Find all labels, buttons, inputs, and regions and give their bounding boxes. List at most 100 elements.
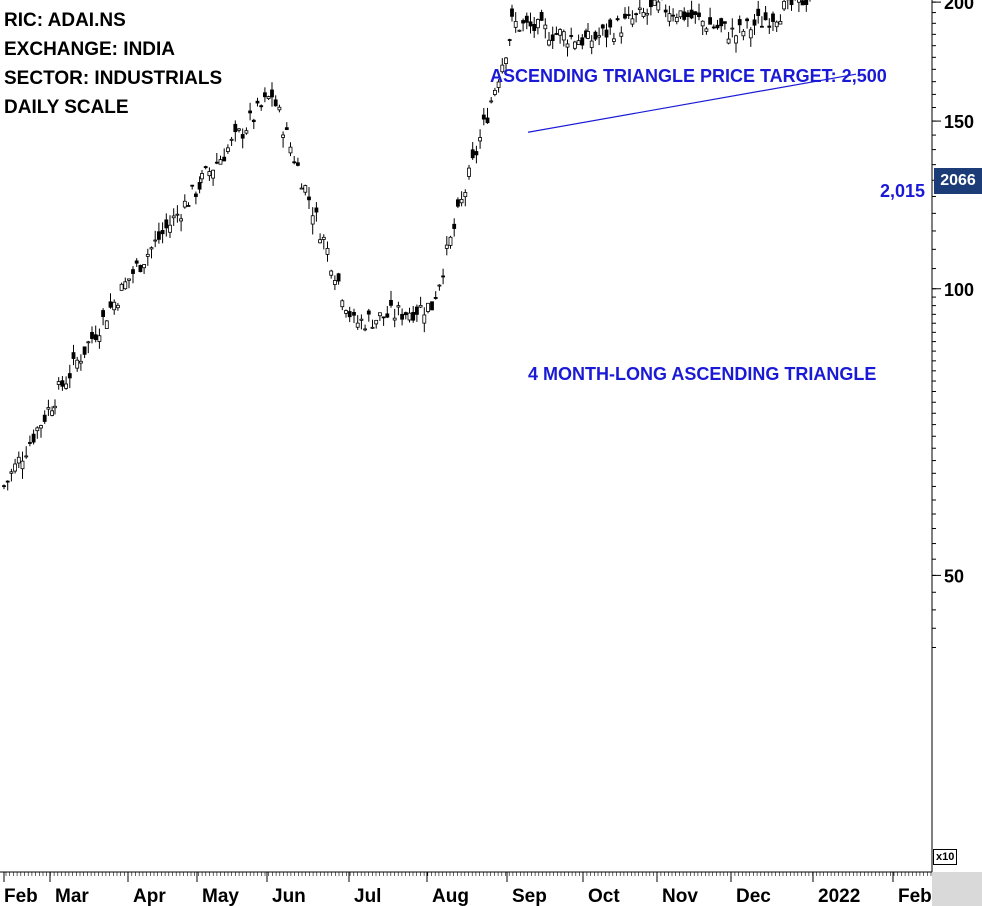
candle-body <box>700 20 705 27</box>
candle-body <box>558 29 562 36</box>
candle-body <box>27 442 32 444</box>
candle-body <box>554 33 559 35</box>
candle-body <box>299 187 304 190</box>
candle-body <box>75 359 80 369</box>
candle-body <box>576 40 581 45</box>
candle-body <box>741 30 746 37</box>
x-tick-label: Feb <box>4 886 38 906</box>
candle-body <box>211 169 216 179</box>
candle-body <box>414 306 419 315</box>
candle-body <box>663 9 668 13</box>
candle-body <box>179 218 184 222</box>
candle-body <box>160 229 165 235</box>
candle-body <box>270 89 274 98</box>
candle-body <box>411 311 416 321</box>
candle-body <box>634 13 638 16</box>
candle-body <box>569 35 574 37</box>
candle-body <box>763 12 768 21</box>
candle-body <box>171 215 176 219</box>
candle-body <box>524 15 529 23</box>
candle-body <box>190 184 195 187</box>
candle-body <box>517 29 522 32</box>
candle-body <box>186 205 191 207</box>
candle-body <box>693 11 698 15</box>
candle-body <box>20 460 25 470</box>
candle-body <box>134 260 139 264</box>
candle-body <box>255 100 260 104</box>
candle-body <box>329 270 334 276</box>
candle-body <box>355 322 360 328</box>
x-tick-label: Dec <box>736 886 771 906</box>
candle-body <box>682 11 687 20</box>
candle-body <box>310 215 315 225</box>
candle-body <box>630 18 635 25</box>
candle-body <box>756 8 761 16</box>
candle-body <box>737 19 742 26</box>
candle-body <box>656 1 661 11</box>
candle-body <box>430 301 434 311</box>
y-tick-label: 100 <box>944 280 974 300</box>
candle-body <box>455 199 460 207</box>
candle-body <box>377 312 382 317</box>
candle-body <box>615 18 620 21</box>
candle-body <box>510 8 514 17</box>
candle-body <box>56 381 61 385</box>
candle-body <box>240 134 245 139</box>
candle-body <box>734 35 738 44</box>
candle-body <box>203 166 208 169</box>
candle-body <box>452 223 457 229</box>
candle-body <box>730 27 735 30</box>
candle-body <box>789 0 794 6</box>
candle-body <box>244 130 249 134</box>
candle-body <box>93 334 98 340</box>
candle-body <box>496 81 501 88</box>
x-tick-label: Nov <box>662 886 698 906</box>
candle-body <box>142 264 147 269</box>
candle-body <box>589 40 594 48</box>
candle-body <box>804 0 809 5</box>
price-target-annotation: ASCENDING TRIANGLE PRICE TARGET: 2,500 <box>490 66 887 86</box>
candle-body <box>778 21 783 25</box>
candle-body <box>295 162 300 166</box>
pattern-annotation: 4 MONTH-LONG ASCENDING TRIANGLE <box>528 364 877 384</box>
x-tick-label: Sep <box>512 886 547 906</box>
candle-body <box>71 352 76 359</box>
candle-body <box>396 305 401 308</box>
resistance-label: 2,015 <box>880 181 926 201</box>
candle-body <box>543 24 548 30</box>
candle-body <box>671 14 675 17</box>
candle-body <box>500 64 505 73</box>
candle-body <box>604 29 609 38</box>
y-tick-label: 200 <box>944 0 974 13</box>
candle-body <box>573 41 577 49</box>
candle-body <box>521 20 525 24</box>
candle-body <box>35 427 40 432</box>
candle-body <box>347 311 352 318</box>
x-tick-label: Feb <box>898 886 932 906</box>
ric-label: RIC: ADAI.NS <box>4 10 126 31</box>
candle-body <box>307 196 311 201</box>
candle-body <box>612 38 616 42</box>
candle-body <box>637 7 642 11</box>
candle-body <box>46 407 51 410</box>
candle-body <box>303 185 308 193</box>
candle-body <box>200 173 204 180</box>
candle-body <box>131 269 135 274</box>
candle-body <box>259 105 264 108</box>
candle-body <box>325 248 330 255</box>
candle-body <box>9 471 14 474</box>
candle-body <box>123 281 128 290</box>
candle-body <box>504 57 508 65</box>
x-tick-label: May <box>202 886 239 906</box>
candle-body <box>79 360 83 364</box>
candle-body <box>363 328 368 331</box>
x-tick-label: Mar <box>55 886 89 906</box>
x-tick-label: Jul <box>354 886 381 906</box>
candle-body <box>623 13 627 19</box>
candle-body <box>101 310 105 317</box>
candle-body <box>197 182 202 190</box>
y-tick-label: 50 <box>944 566 964 586</box>
candle-body <box>281 134 286 138</box>
